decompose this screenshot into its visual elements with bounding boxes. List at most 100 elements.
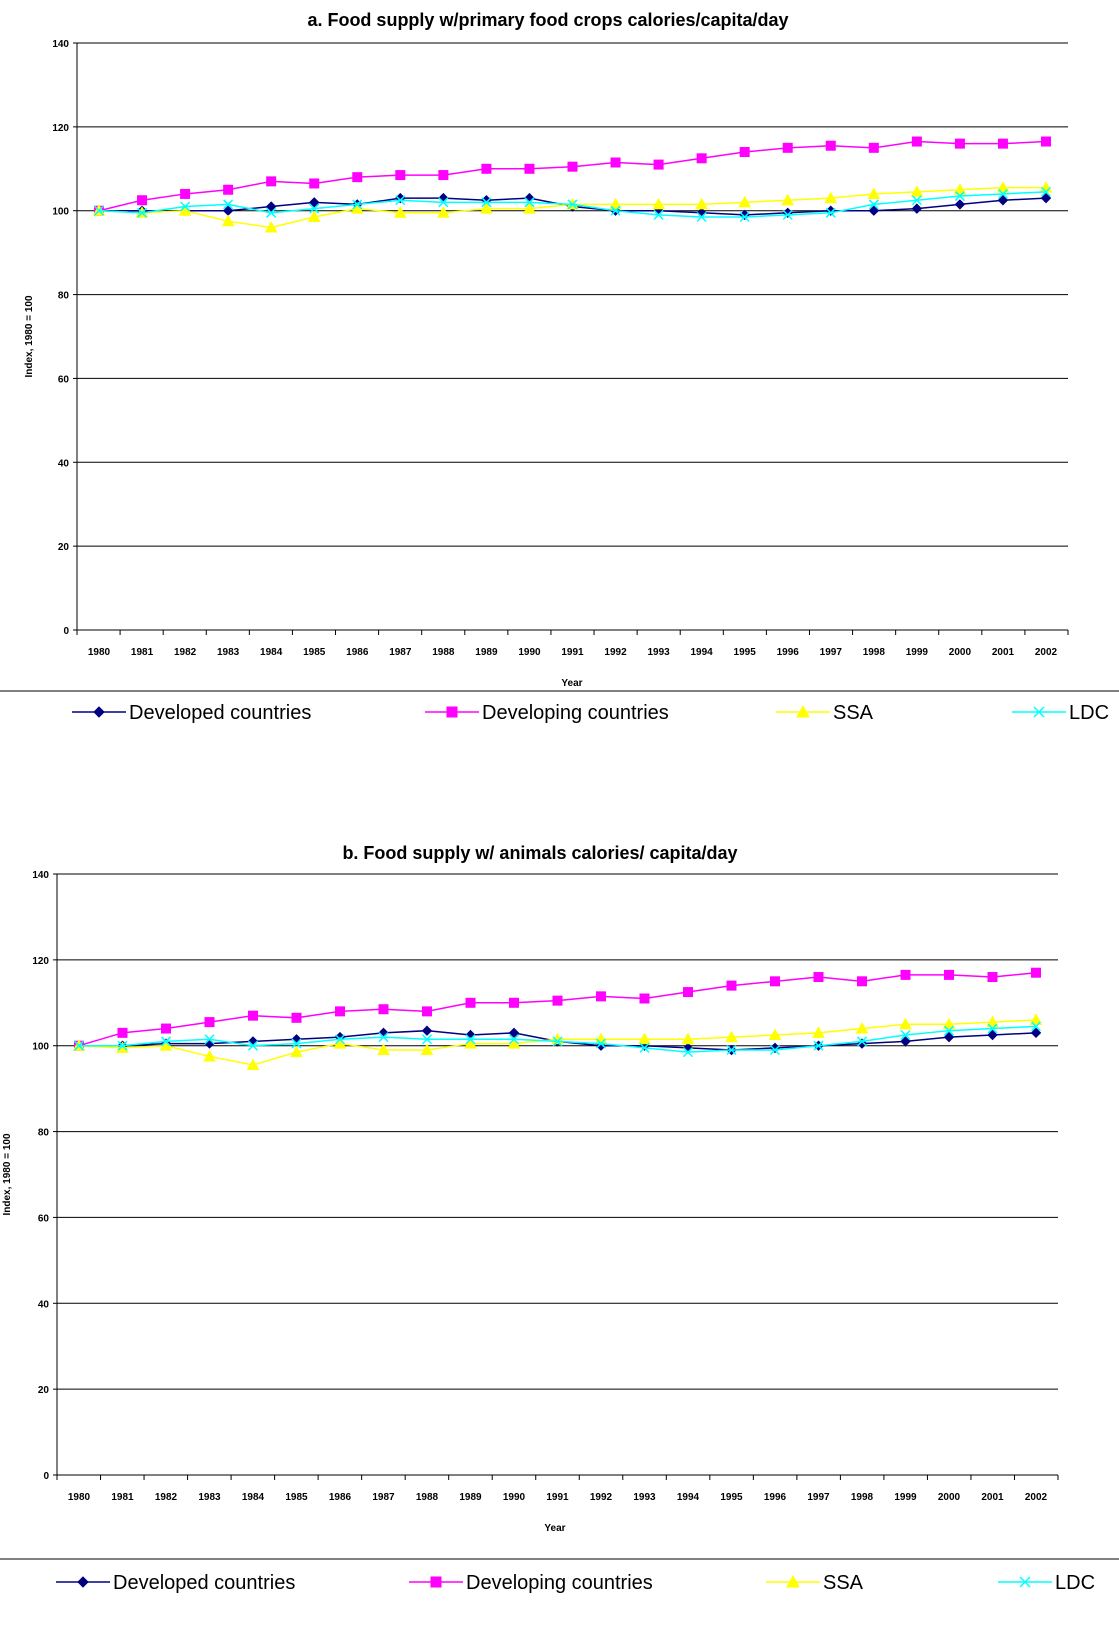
data-point: [291, 1034, 302, 1045]
data-point: [438, 197, 449, 208]
data-point: [954, 138, 965, 149]
x-tick-label: 1998: [851, 1492, 874, 1503]
x-tick-label: 1981: [111, 1492, 134, 1503]
data-point: [180, 188, 191, 199]
data-point: [695, 197, 708, 210]
x-tick-label: 1999: [894, 1492, 917, 1503]
x-tick-label: 1996: [764, 1492, 787, 1503]
y-tick-label: 80: [58, 291, 70, 302]
data-point: [524, 163, 535, 174]
y-tick-label: 140: [52, 39, 69, 50]
x-tick-label: 1990: [518, 647, 541, 658]
y-axis-label: Index, 1980 = 100: [24, 295, 35, 377]
data-point: [769, 1044, 781, 1056]
x-tick-label: 1987: [389, 647, 412, 658]
legend-item: LDC: [1012, 702, 1109, 724]
data-point: [378, 1004, 389, 1015]
y-tick-label: 140: [32, 870, 49, 881]
y-tick-label: 60: [58, 374, 70, 385]
data-point: [986, 1015, 999, 1028]
data-point: [943, 1025, 955, 1036]
y-tick-label: 120: [32, 956, 49, 967]
legend-label: LDC: [1069, 702, 1109, 724]
data-point: [610, 205, 621, 216]
data-point: [223, 199, 234, 210]
legend-item: SSA: [766, 1572, 864, 1594]
x-tick-label: 1989: [459, 1492, 482, 1503]
data-point: [954, 199, 966, 210]
chart-title: b. Food supply w/ animals calories/ capi…: [342, 843, 737, 863]
data-point: [899, 1017, 912, 1030]
data-point: [334, 1034, 346, 1045]
data-point: [266, 176, 277, 187]
y-tick-label: 20: [38, 1385, 50, 1396]
legend-label: SSA: [823, 1572, 864, 1594]
data-point: [465, 1034, 476, 1045]
data-point: [291, 1038, 302, 1049]
data-point: [653, 159, 664, 170]
data-point: [1029, 1013, 1043, 1025]
data-point: [221, 214, 235, 227]
x-tick-label: 1992: [590, 1492, 613, 1503]
x-tick-label: 1980: [88, 647, 111, 658]
data-point: [987, 1029, 998, 1041]
data-point: [307, 210, 321, 223]
data-point: [725, 1030, 738, 1043]
x-tick-label: 1982: [174, 647, 197, 658]
x-tick-label: 1989: [475, 647, 498, 658]
data-point: [93, 205, 105, 216]
data-point: [987, 1023, 998, 1034]
data-point: [987, 972, 998, 983]
data-point: [726, 1044, 737, 1056]
x-tick-label: 2002: [1035, 647, 1058, 658]
data-point: [726, 980, 737, 991]
data-point: [825, 140, 836, 151]
data-point: [812, 1026, 825, 1038]
data-point: [523, 202, 536, 214]
data-point: [781, 193, 795, 206]
y-tick-label: 60: [38, 1213, 50, 1224]
x-tick-label: 1995: [734, 647, 757, 658]
y-tick-label: 120: [52, 123, 69, 134]
x-tick-label: 1983: [217, 647, 240, 658]
data-point: [910, 185, 924, 197]
data-point: [137, 207, 148, 218]
data-point: [900, 969, 911, 980]
data-point: [567, 161, 578, 172]
data-point: [911, 195, 922, 206]
legend-swatch-marker: [1019, 1576, 1031, 1588]
data-point: [653, 209, 664, 220]
data-point: [682, 1042, 694, 1054]
data-point: [813, 972, 824, 983]
x-tick-label: 2002: [1025, 1492, 1048, 1503]
legend-item: Developed countries: [72, 702, 311, 724]
data-point: [420, 1043, 434, 1056]
y-tick-label: 40: [58, 458, 70, 469]
series-ssa: [92, 181, 1053, 233]
x-tick-label: 1991: [546, 1492, 569, 1503]
data-point: [596, 991, 606, 1002]
data-point: [770, 976, 780, 987]
data-point: [768, 1028, 782, 1040]
x-tick-label: 1996: [777, 647, 800, 658]
x-tick-label: 1994: [691, 647, 714, 658]
legend-swatch-marker: [796, 704, 810, 718]
data-point: [266, 207, 277, 218]
x-tick-label: 1998: [863, 647, 886, 658]
data-point: [595, 1038, 607, 1049]
x-tick-label: 1985: [303, 647, 326, 658]
data-point: [696, 153, 707, 164]
data-point: [943, 1031, 955, 1043]
legend-label: Developing countries: [466, 1572, 653, 1594]
x-tick-label: 1984: [260, 647, 283, 658]
x-tick-label: 1982: [155, 1492, 178, 1503]
x-tick-label: 1983: [198, 1492, 221, 1503]
legend-label: SSA: [833, 702, 874, 724]
data-point: [309, 197, 320, 208]
chart-title: a. Food supply w/primary food crops calo…: [307, 10, 788, 30]
data-point: [481, 197, 492, 208]
data-point: [509, 997, 519, 1008]
data-point: [681, 1032, 695, 1045]
legend-label: LDC: [1055, 1572, 1095, 1594]
x-tick-label: 1993: [647, 647, 670, 658]
